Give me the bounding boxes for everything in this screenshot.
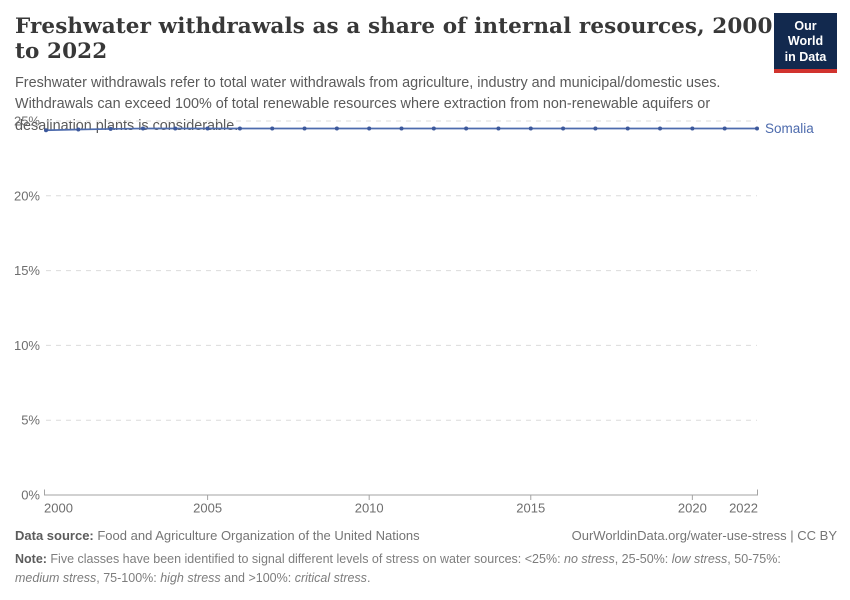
data-point-marker[interactable] — [108, 126, 113, 131]
y-axis-tick-label: 0% — [21, 488, 40, 503]
data-source-label: Data source: — [15, 528, 94, 543]
y-axis-tick-label: 25% — [14, 114, 40, 129]
chart-subtitle: Freshwater withdrawals refer to total wa… — [15, 75, 721, 134]
note-segment: Five classes have been identified to sig… — [46, 552, 565, 566]
data-point-marker[interactable] — [76, 127, 81, 132]
data-point-marker[interactable] — [625, 126, 630, 131]
data-point-marker[interactable] — [367, 126, 372, 131]
x-axis-tick-label: 2015 — [516, 501, 545, 516]
y-axis-tick-label: 10% — [14, 338, 40, 353]
chart-title: Freshwater withdrawals as a share of int… — [15, 14, 773, 64]
data-point-marker[interactable] — [658, 126, 663, 131]
data-point-marker[interactable] — [755, 126, 759, 131]
x-axis-tick-label: 2020 — [678, 501, 707, 516]
x-axis-tick-label: 2010 — [355, 501, 384, 516]
data-point-marker[interactable] — [690, 126, 695, 131]
footer-source-row: Data source: Food and Agriculture Organi… — [15, 528, 837, 543]
entity-label-somalia[interactable]: Somalia — [765, 121, 814, 136]
x-axis-tick-label: 2000 — [44, 501, 73, 516]
data-point-marker[interactable] — [722, 126, 727, 131]
data-point-marker[interactable] — [237, 126, 242, 131]
note-segment: high stress — [160, 571, 221, 585]
chart-area[interactable]: 0% 5% 10% 15% 20% 25% 2000 2005 2010 2015 2020 2022… — [0, 98, 850, 528]
data-point-marker[interactable] — [173, 126, 178, 131]
x-axis-tick-label: 2022 — [729, 501, 758, 516]
data-point-marker[interactable] — [302, 126, 307, 131]
owid-cc-link[interactable]: OurWorldinData.org/water-use-stress | CC… — [571, 528, 837, 543]
data-point-marker[interactable] — [496, 126, 501, 131]
chart-footer: Data source: Food and Agriculture Organi… — [15, 528, 837, 588]
data-point-marker[interactable] — [140, 126, 145, 131]
data-point-marker[interactable] — [561, 126, 566, 131]
y-axis-tick-label: 15% — [14, 263, 40, 278]
y-axis-tick-label: 5% — [21, 413, 40, 428]
chart-header: Freshwater withdrawals as a share of int… — [0, 0, 850, 137]
note-segment: low stress — [671, 552, 728, 566]
x-axis-tick-label: 2005 — [193, 501, 222, 516]
note-segment: critical stress — [294, 571, 367, 585]
line-chart-svg[interactable]: 0% 5% 10% 15% 20% 25% 2000 2005 2010 2015 2020 2022… — [0, 98, 850, 528]
data-source: Data source: Food and Agriculture Organi… — [15, 528, 420, 543]
note-segment: , 25-50%: — [614, 552, 672, 566]
note-segment: medium stress — [15, 571, 97, 585]
note-segment: , 50-75%: — [727, 552, 781, 566]
data-point-marker[interactable] — [399, 126, 404, 131]
note-segment: no stress — [564, 552, 615, 566]
data-point-marker[interactable] — [464, 126, 469, 131]
note-segment: . — [366, 571, 371, 585]
data-point-marker[interactable] — [205, 126, 210, 131]
data-point-marker[interactable] — [44, 128, 48, 133]
footer-note: Note: Five classes have been identified … — [15, 550, 787, 588]
y-axis-tick-label: 20% — [14, 188, 40, 203]
data-point-marker[interactable] — [270, 126, 275, 131]
data-point-marker[interactable] — [593, 126, 598, 131]
note-segment: , 75-100%: — [96, 571, 161, 585]
data-source-text: Food and Agriculture Organization of the… — [93, 528, 420, 543]
owid-logo-line1: Our World — [787, 19, 824, 49]
owid-logo-line2: in Data — [784, 49, 827, 64]
note-segment: and >100%: — [220, 571, 295, 585]
data-point-marker[interactable] — [431, 126, 436, 131]
note-segment: Note: — [15, 552, 47, 566]
data-point-marker[interactable] — [334, 126, 339, 131]
owid-logo[interactable]: Our World in Data — [774, 13, 837, 73]
data-point-marker[interactable] — [528, 126, 533, 131]
